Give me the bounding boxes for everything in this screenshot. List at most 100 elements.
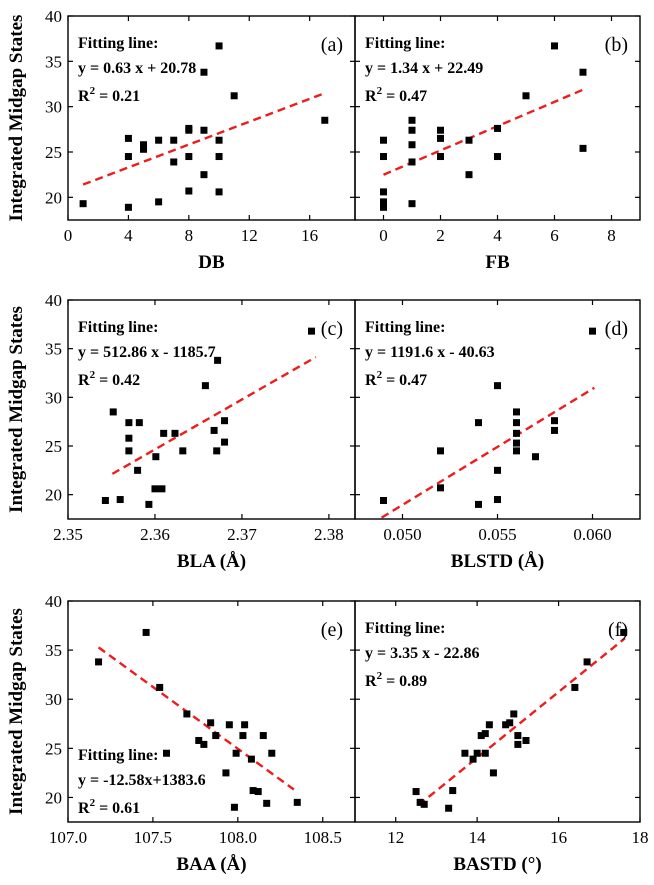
panel-label: (d) <box>605 318 628 340</box>
y-axis-title: Integrated Midgap States <box>6 306 27 513</box>
data-point <box>214 356 222 364</box>
data-point <box>380 198 387 206</box>
data-point <box>221 417 229 425</box>
x-tick-label: 2.37 <box>227 525 257 544</box>
y-tick-label: 20 <box>45 188 62 207</box>
x-tick-label: 18 <box>632 828 649 847</box>
data-point <box>183 710 191 718</box>
fit-line <box>97 646 295 791</box>
data-point <box>95 658 103 666</box>
data-point <box>408 126 416 134</box>
data-point <box>249 787 257 795</box>
data-point <box>380 203 387 211</box>
data-point <box>477 732 485 740</box>
data-point <box>408 200 416 208</box>
fit-title: Fitting line: <box>78 319 158 336</box>
data-point <box>171 429 179 437</box>
panel-e: 20 25 30 35 40 107.0 107.5 108.0 108.5 BAA (Å) (e)… <box>45 592 356 875</box>
panel-label: (a) <box>321 34 343 56</box>
data-point <box>263 799 271 807</box>
data-point <box>215 188 223 196</box>
panel-label: (c) <box>321 318 343 340</box>
data-point <box>514 740 522 748</box>
data-point <box>200 68 208 76</box>
fit-line <box>383 88 584 176</box>
data-point <box>437 484 444 492</box>
data-point <box>207 719 215 727</box>
data-point <box>268 749 276 757</box>
data-point <box>461 749 469 757</box>
fit-r2: R2 = 0.61 <box>78 797 140 817</box>
data-point <box>551 42 558 50</box>
fit-r2: R2 = 0.47 <box>365 85 427 105</box>
data-point <box>494 496 501 504</box>
x-tick-label: 12 <box>387 828 404 847</box>
data-point <box>502 721 510 729</box>
x-axis-title: DB <box>198 252 225 273</box>
data-point <box>162 749 170 757</box>
y-tick-label: 25 <box>45 739 62 758</box>
data-point <box>225 721 233 729</box>
x-tick-label: 8 <box>607 226 616 245</box>
data-point <box>380 153 387 161</box>
data-point <box>230 92 238 100</box>
fit-r2: R2 = 0.47 <box>365 369 427 389</box>
data-point <box>101 497 109 505</box>
data-point <box>200 126 208 134</box>
data-point <box>481 749 489 757</box>
data-point <box>412 788 420 796</box>
data-point <box>465 171 473 179</box>
fit-title: Fitting line: <box>365 319 445 336</box>
fit-line <box>111 356 317 475</box>
data-point <box>321 116 329 124</box>
fit-equation: y = 3.35 x - 22.86 <box>365 645 479 662</box>
fit-equation: y = 1191.6 x - 40.63 <box>365 344 495 361</box>
data-point <box>579 68 587 76</box>
y-tick-label: 25 <box>45 143 62 162</box>
fit-equation: y = -12.58x+1383.6 <box>78 772 206 789</box>
data-point <box>145 500 153 508</box>
data-point <box>155 198 163 206</box>
data-point <box>215 153 223 161</box>
data-point <box>156 683 164 691</box>
data-point <box>380 136 387 144</box>
data-point <box>135 419 143 427</box>
data-point <box>510 710 518 718</box>
data-point <box>185 187 193 195</box>
data-point <box>158 485 166 493</box>
data-point <box>506 719 514 727</box>
x-axis-title: BASTD (°) <box>453 854 541 875</box>
data-point <box>201 382 209 390</box>
data-point <box>494 124 501 132</box>
fit-equation: y = 1.34 x + 22.49 <box>365 60 483 77</box>
data-point <box>571 683 579 691</box>
y-axis-title: Integrated Midgap States <box>6 608 27 815</box>
fit-r2: R2 = 0.21 <box>78 85 140 105</box>
data-point <box>514 732 522 740</box>
data-point <box>380 497 387 505</box>
y-tick-label: 35 <box>45 641 62 660</box>
x-axis-title: BLSTD (Å) <box>451 551 544 572</box>
x-tick-label: 0.060 <box>573 525 611 544</box>
data-point <box>494 466 501 474</box>
y-tick-label: 30 <box>45 388 62 407</box>
y-tick-label: 30 <box>45 690 62 709</box>
data-point <box>449 787 457 795</box>
data-point <box>437 126 444 134</box>
data-point <box>195 736 203 744</box>
data-point <box>134 466 142 474</box>
fit-title: Fitting line: <box>365 620 445 637</box>
data-point <box>170 158 178 166</box>
x-tick-label: 107.0 <box>49 828 87 847</box>
data-point <box>380 188 387 196</box>
y-tick-label: 40 <box>45 291 62 310</box>
data-point <box>494 153 501 161</box>
x-tick-label: 0 <box>379 226 388 245</box>
x-tick-label: 12 <box>241 226 258 245</box>
y-tick-label: 40 <box>45 7 62 26</box>
data-point <box>210 426 218 434</box>
data-point <box>200 171 208 179</box>
x-tick-label: 108.5 <box>304 828 342 847</box>
panel-c: 20 25 30 35 40 2.35 2.36 2.37 2.38 BLA (Å) (c) Fitt… <box>45 291 356 572</box>
